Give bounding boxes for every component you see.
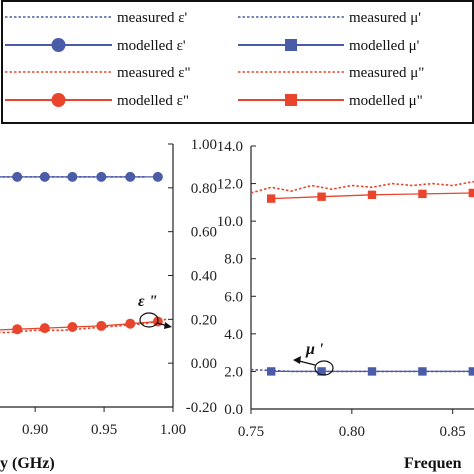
- data-point: [317, 192, 326, 201]
- legend-label: modelled ε': [117, 38, 186, 54]
- legend-label: measured ε": [117, 65, 191, 81]
- x-tick-label: 0.95: [91, 422, 117, 438]
- data-point: [418, 367, 427, 376]
- legend-marker: [51, 38, 66, 52]
- y-tick-label: 8.0: [224, 252, 243, 268]
- legend-label: measured ε': [117, 10, 188, 26]
- y-tick-label: 2.0: [224, 364, 243, 380]
- y-tick-label: 14.0: [217, 139, 243, 155]
- y-tick-label: 6.0: [224, 289, 243, 305]
- x-tick-label: 1.00: [160, 422, 186, 438]
- data-point: [39, 323, 50, 334]
- legend-label: modelled μ': [349, 38, 420, 54]
- x-axis-title: Frequen: [404, 455, 462, 472]
- data-point: [67, 171, 78, 182]
- legend-marker: [285, 39, 297, 51]
- y-tick-label: 0.40: [191, 269, 217, 285]
- data-point: [39, 171, 50, 182]
- y-tick-label: 0.00: [191, 356, 217, 372]
- data-point: [96, 320, 107, 331]
- legend-box: [1, 0, 474, 124]
- y-tick-label: 1.00: [191, 137, 217, 153]
- x-tick-label: 0.90: [22, 422, 48, 438]
- data-point: [125, 171, 136, 182]
- data-point: [266, 194, 276, 203]
- y-tick-label: -0.20: [186, 400, 217, 416]
- x-tick-label: 0.75: [238, 424, 264, 440]
- annotation-ellipse: [314, 360, 334, 376]
- annotation-label: μ ': [305, 341, 324, 358]
- y-tick-label: 0.0: [224, 402, 243, 418]
- data-point: [468, 367, 474, 376]
- y-tick-label: 0.60: [191, 225, 217, 241]
- annotation-arrowhead: [293, 356, 301, 364]
- legend: measured ε' measured μ' modelled ε' modelle…: [1, 0, 474, 124]
- data-point: [317, 367, 326, 376]
- y-tick-label: 4.0: [224, 327, 243, 343]
- y-tick-label: 12.0: [217, 177, 243, 193]
- data-point: [418, 189, 427, 199]
- y-tick-label: 0.80: [191, 181, 217, 197]
- data-point: [125, 318, 136, 329]
- legend-label: measured μ': [349, 10, 421, 26]
- legend-label: modelled μ": [349, 93, 423, 109]
- legend-marker: [285, 94, 297, 106]
- data-point: [12, 324, 23, 335]
- right-panel: 0.0 2.0 4.0 6.0 8.0 10.0 12.0 14.0 0.75 0.80 0.85 F…: [217, 139, 474, 472]
- data-point: [468, 188, 474, 198]
- data-point: [266, 367, 276, 376]
- y-tick-label: 10.0: [217, 214, 243, 230]
- legend-marker: [51, 93, 66, 107]
- annotation-ellipse: [139, 312, 159, 328]
- annotation-arrow: [298, 360, 316, 366]
- data-point: [367, 367, 377, 376]
- data-point: [67, 322, 78, 333]
- y-tick-label: 0.20: [191, 312, 217, 328]
- data-point: [96, 171, 107, 182]
- legend-label: measured μ": [349, 65, 424, 81]
- annotation-label: ε ": [138, 293, 157, 310]
- left-panel: -0.20 0.00 0.20 0.40 0.60 0.80 1.00 0.90 0.95 1.0…: [0, 137, 217, 472]
- legend-label: modelled ε": [117, 93, 189, 109]
- data-point: [152, 171, 163, 182]
- series-line: [250, 180, 474, 194]
- data-point: [12, 171, 23, 182]
- x-tick-label: 0.85: [440, 424, 466, 440]
- data-point: [367, 190, 377, 200]
- series-line: [0, 318, 167, 334]
- x-tick-label: 0.80: [339, 424, 365, 440]
- annotation-arrowhead: [164, 322, 172, 329]
- x-axis-title: y (GHz): [0, 455, 55, 472]
